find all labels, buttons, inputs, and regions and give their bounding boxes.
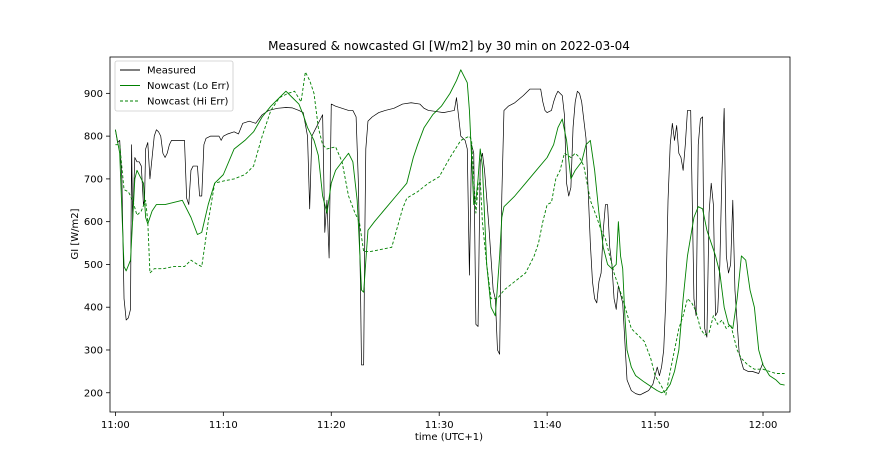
x-tick-label: 11:30: [425, 420, 454, 431]
legend: Measured Nowcast (Lo Err) Nowcast (Hi Err): [114, 60, 234, 112]
chart-title: Measured & nowcasted GI [W/m2] by 30 min…: [268, 39, 630, 53]
ticks-layer: 11:00 11:10 11:20 11:30 11:40 11:50 12:00 200 30…: [84, 89, 778, 431]
x-tick-label: 11:50: [641, 420, 670, 431]
series-line-1: [114, 69, 785, 394]
y-axis-label: GI [W/m2]: [70, 208, 81, 259]
series-line-0: [115, 88, 764, 396]
y-tick-label: 700: [84, 174, 103, 185]
y-tick-label: 600: [84, 217, 103, 228]
series-line-2: [115, 71, 785, 396]
plot-frame: [109, 56, 791, 413]
x-tick-label: 11:10: [209, 420, 238, 431]
y-tick-label: 200: [84, 388, 103, 399]
x-tick-label: 11:00: [101, 420, 130, 431]
legend-label-1: Nowcast (Lo Err): [147, 81, 230, 92]
series-layer: [114, 69, 785, 396]
x-axis-label: time (UTC+1): [415, 432, 483, 443]
y-tick-label: 900: [84, 89, 103, 100]
x-tick-label: 11:40: [533, 420, 562, 431]
x-tick-label: 12:00: [749, 420, 778, 431]
y-tick-label: 300: [84, 345, 103, 356]
x-tick-label: 11:20: [317, 420, 346, 431]
legend-label-2: Nowcast (Hi Err): [147, 97, 228, 108]
legend-box: [114, 60, 234, 112]
y-tick-label: 800: [84, 132, 103, 143]
y-tick-label: 500: [84, 260, 103, 271]
y-tick-label: 400: [84, 303, 103, 314]
legend-label-0: Measured: [147, 66, 196, 77]
